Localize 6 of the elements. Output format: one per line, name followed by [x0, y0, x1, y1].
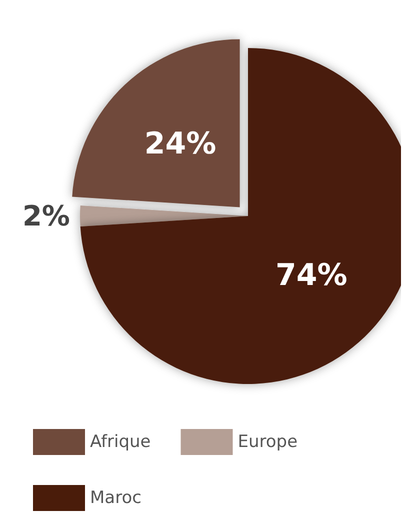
data-label: 24%: [144, 126, 216, 162]
legend-label: Afrique: [90, 432, 151, 452]
legend-label: Maroc: [90, 488, 142, 508]
legend-label: Europe: [238, 432, 298, 452]
data-label: 74%: [276, 258, 348, 294]
data-label: 2%: [22, 200, 70, 232]
